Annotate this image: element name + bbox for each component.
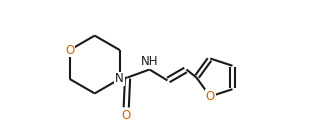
- Text: O: O: [121, 109, 131, 122]
- Text: O: O: [205, 90, 215, 103]
- Text: NH: NH: [141, 55, 158, 68]
- Text: O: O: [65, 44, 74, 57]
- Text: N: N: [115, 72, 124, 85]
